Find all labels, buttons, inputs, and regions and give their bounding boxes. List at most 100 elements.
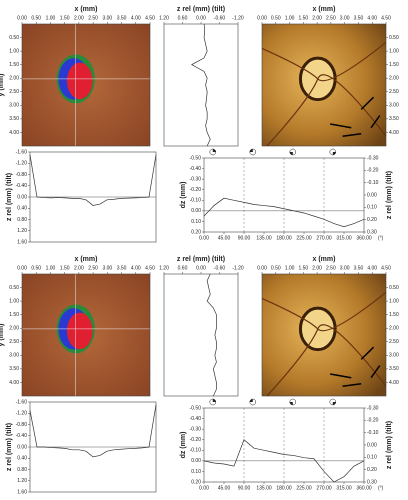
y-tick-label: 3.00 xyxy=(389,103,399,109)
x-axis-label: x (mm) xyxy=(75,6,98,13)
y-tick-label: 3.50 xyxy=(389,116,399,122)
arrow xyxy=(342,383,362,387)
x-tick-label: 3.00 xyxy=(102,265,112,271)
profile-line xyxy=(203,439,365,483)
y2-axis-label: z rel (mm) (tilt) xyxy=(386,171,393,219)
y-tick-label: 1.20 xyxy=(17,228,27,234)
x-tick-label: 270.00 xyxy=(316,485,332,491)
x-tick-label: 2.00 xyxy=(312,15,322,21)
x-tick-label: 0.00 xyxy=(196,15,206,21)
y-tick-label: 1.00 xyxy=(389,298,399,304)
x-tick-label: 0.50 xyxy=(31,15,41,21)
x-tick-label: 3.50 xyxy=(117,265,127,271)
y-tick-label: 0.10 xyxy=(191,469,201,475)
y-tick-label: 1.50 xyxy=(9,62,19,68)
x-tick-label: 2.50 xyxy=(88,265,98,271)
y2-tick-label: -0.20 xyxy=(367,168,379,174)
x-tick-label: 1.00 xyxy=(285,265,295,271)
y-tick-label: 0.00 xyxy=(191,458,201,464)
y-tick-label: 3.00 xyxy=(9,103,19,109)
y-tick-label: 4.00 xyxy=(389,380,399,386)
y-tick-label: -0.10 xyxy=(190,198,202,204)
x-tick-label: 135.00 xyxy=(256,485,272,491)
x-tick-label: 4.50 xyxy=(381,15,391,21)
y-axis-label: y (mm) xyxy=(0,74,5,97)
x-tick-label: 4.50 xyxy=(145,265,155,271)
x-tick-label: 3.50 xyxy=(354,15,364,21)
x-tick-label: 2.00 xyxy=(312,265,322,271)
x-tick-label: 3.00 xyxy=(340,15,350,21)
x-tick-label: 4.50 xyxy=(145,15,155,21)
y-tick-label: 2.00 xyxy=(9,76,19,82)
x-tick-label: -0.60 xyxy=(214,15,226,21)
x-tick-label: -1.20 xyxy=(232,15,244,21)
x-tick-label: 180.00 xyxy=(276,485,292,491)
y-tick-label: -0.30 xyxy=(190,426,202,432)
y-tick-label: -0.20 xyxy=(190,437,202,443)
y-tick-label: 0.50 xyxy=(9,285,19,291)
x-tick-label: 360.00 xyxy=(356,485,372,491)
y-tick-label: -0.80 xyxy=(16,422,28,428)
quadrant-icon-fill xyxy=(289,402,293,405)
x-axis-unit: (°) xyxy=(378,235,384,241)
y-tick-label: 4.00 xyxy=(9,130,19,136)
y-tick-label: 3.50 xyxy=(389,366,399,372)
x-tick-label: 0.00 xyxy=(199,235,209,241)
quadrant-icon-fill xyxy=(249,399,253,402)
x-tick-label: 360.00 xyxy=(356,235,372,241)
x-axis-label: z rel (mm) (tilt) xyxy=(177,6,225,13)
x-tick-label: 225.00 xyxy=(296,235,312,241)
plot-frame xyxy=(163,23,239,147)
quadrant-icon-fill xyxy=(289,152,293,155)
plot-frame xyxy=(163,273,239,397)
x-tick-label: 4.50 xyxy=(381,265,391,271)
x-tick-label: 0.00 xyxy=(17,15,27,21)
x-tick-label: 0.60 xyxy=(178,15,188,21)
y-tick-label: 3.00 xyxy=(389,353,399,359)
y-tick-label: 0.50 xyxy=(389,35,399,41)
y-tick-label: 1.60 xyxy=(17,239,27,245)
x-tick-label: 180.00 xyxy=(276,235,292,241)
profile-line xyxy=(206,273,217,397)
x-tick-label: 2.50 xyxy=(326,15,336,21)
y-tick-label: 1.00 xyxy=(9,48,19,54)
profile-line xyxy=(203,197,365,228)
cup xyxy=(66,62,93,100)
x-tick-label: 0.60 xyxy=(178,265,188,271)
y-tick-label: -0.80 xyxy=(16,172,28,178)
y-tick-label: 1.50 xyxy=(389,62,399,68)
x-tick-label: -0.60 xyxy=(214,265,226,271)
vessel xyxy=(266,74,387,147)
x-tick-label: 0.00 xyxy=(17,265,27,271)
y-tick-label: -0.50 xyxy=(190,155,202,161)
quadrant-icon-fill xyxy=(332,402,336,405)
arrow xyxy=(370,365,381,379)
x-tick-label: 3.00 xyxy=(102,15,112,21)
y-tick-label: 0.50 xyxy=(9,35,19,41)
y-tick-label: 0.00 xyxy=(17,444,27,450)
x-tick-label: 2.50 xyxy=(326,265,336,271)
y-axis-label: y (mm) xyxy=(0,324,5,347)
x-tick-label: 0.50 xyxy=(271,265,281,271)
x-tick-label: 270.00 xyxy=(316,235,332,241)
y-tick-label: 0.80 xyxy=(17,467,27,473)
profile-line xyxy=(29,404,157,458)
y-axis-label: z rel (mm) (tilt) xyxy=(6,173,13,221)
x-tick-label: 0.50 xyxy=(31,265,41,271)
y-tick-label: 2.00 xyxy=(389,76,399,82)
y-tick-label: 0.40 xyxy=(17,456,27,462)
y2-tick-label: -0.30 xyxy=(367,405,379,411)
y-tick-label: 3.50 xyxy=(9,116,19,122)
x-tick-label: 0.00 xyxy=(257,15,267,21)
y2-tick-label: 0.00 xyxy=(367,442,377,448)
quadrant-icon-fill xyxy=(332,152,336,155)
y2-axis-label: z rel (mm) (tilt) xyxy=(386,421,393,469)
x-tick-label: 1.00 xyxy=(285,15,295,21)
profile-line xyxy=(191,23,211,147)
y-tick-label: -0.40 xyxy=(16,433,28,439)
plot-frame xyxy=(21,273,151,397)
x-axis-label: x (mm) xyxy=(75,256,98,263)
x-tick-label: 45.00 xyxy=(218,485,231,491)
x-tick-label: 1.20 xyxy=(159,265,169,271)
